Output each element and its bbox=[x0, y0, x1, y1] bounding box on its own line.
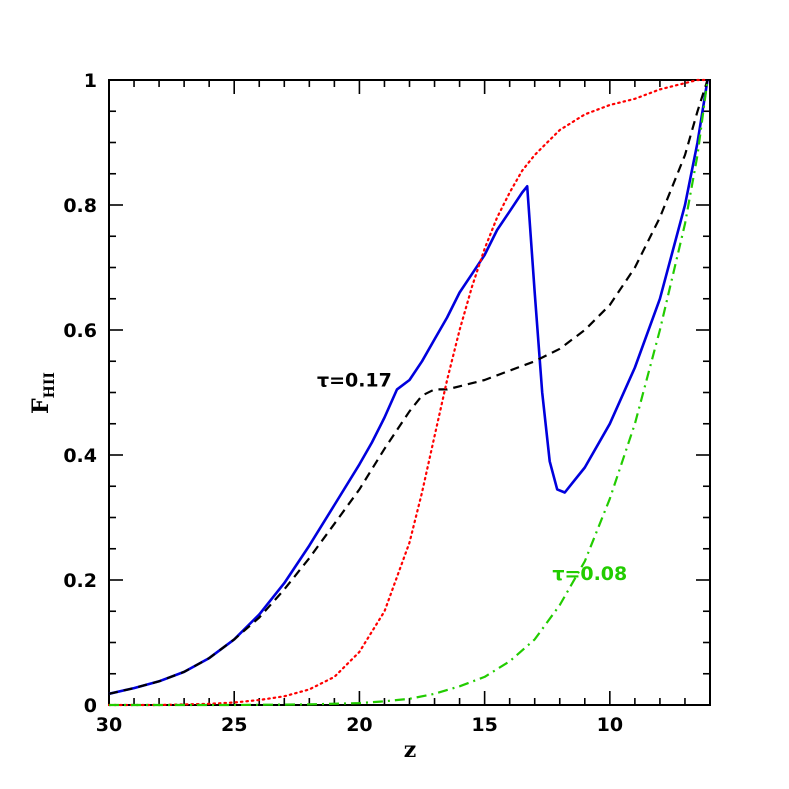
x-tick-label: 25 bbox=[221, 714, 247, 736]
y-tick-label: 0.4 bbox=[63, 445, 97, 467]
x-tick-label: 20 bbox=[346, 714, 372, 736]
svg-text:FHII: FHII bbox=[28, 372, 58, 414]
annotation-label: τ=0.08 bbox=[552, 563, 627, 585]
y-axis-label: FHII bbox=[28, 372, 58, 414]
series-layer bbox=[107, 78, 709, 707]
x-tick-label: 10 bbox=[597, 714, 623, 736]
annotation-label: τ=0.17 bbox=[317, 369, 392, 391]
y-axis-label-main: F bbox=[28, 398, 54, 414]
y-tick-label: 0.2 bbox=[63, 570, 97, 592]
annotations: τ=0.17 τ=0.08 bbox=[317, 369, 627, 585]
x-tick-label: 30 bbox=[96, 714, 122, 736]
y-tick-label: 0 bbox=[84, 695, 97, 717]
series-line-dashdot bbox=[109, 79, 709, 707]
y-axis-label-sub: HII bbox=[42, 372, 58, 398]
y-tick-label: 1 bbox=[84, 70, 97, 92]
series-line-dotted bbox=[107, 78, 709, 707]
plot-frame bbox=[108, 79, 711, 706]
axis-ticks bbox=[108, 79, 711, 706]
y-tick-label: 0.8 bbox=[63, 195, 97, 217]
x-tick-label: 15 bbox=[471, 714, 497, 736]
tick-labels: 30 25 20 15 10 0 0.2 0.4 0.6 0.8 1 bbox=[63, 70, 623, 736]
y-tick-label: 0.6 bbox=[63, 320, 97, 342]
series-line-solid bbox=[108, 79, 709, 696]
series-line-dashed bbox=[108, 79, 709, 695]
x-axis-label: z bbox=[404, 737, 417, 763]
